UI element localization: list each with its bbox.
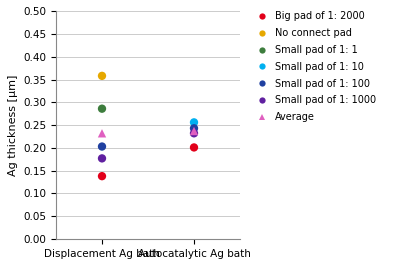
Point — [99, 131, 105, 136]
Point — [99, 106, 105, 111]
Point — [191, 129, 197, 133]
Point — [191, 120, 197, 125]
Point — [191, 145, 197, 150]
Point — [99, 174, 105, 178]
Point — [191, 131, 197, 136]
Point — [191, 126, 197, 130]
Y-axis label: Ag thickness [μm]: Ag thickness [μm] — [8, 75, 18, 176]
Legend: Big pad of 1: 2000, No connect pad, Small pad of 1: 1, Small pad of 1: 10, Small: Big pad of 1: 2000, No connect pad, Smal… — [252, 11, 376, 122]
Point — [99, 156, 105, 161]
Point — [99, 74, 105, 78]
Point — [99, 144, 105, 149]
